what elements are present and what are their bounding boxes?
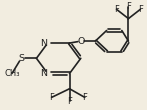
Text: N: N	[40, 39, 47, 48]
Text: F: F	[138, 5, 143, 14]
Text: S: S	[18, 54, 24, 63]
Text: F: F	[114, 5, 119, 14]
Text: F: F	[82, 93, 87, 102]
Text: F: F	[126, 2, 131, 11]
Text: F: F	[67, 97, 72, 106]
Text: O: O	[77, 37, 85, 46]
Text: F: F	[49, 93, 54, 102]
Text: N: N	[40, 69, 47, 78]
Text: CH₃: CH₃	[4, 69, 20, 78]
